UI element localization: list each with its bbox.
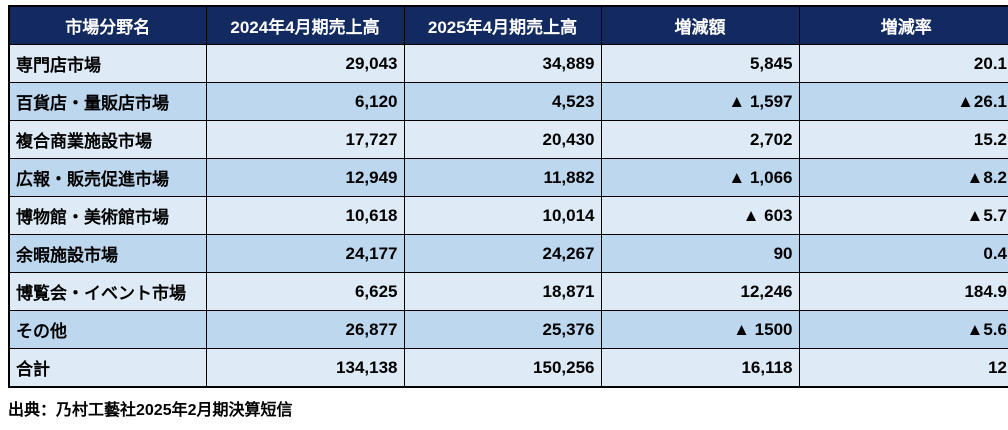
table-row: 複合商業施設市場 17,727 20,430 2,702 15.2	[8, 120, 1008, 159]
cell: 17,727	[205, 120, 405, 159]
cell: 6,120	[205, 82, 405, 121]
table-row: 余暇施設市場 24,177 24,267 90 0.4	[8, 234, 1008, 273]
cell: ▲5.7	[798, 196, 1008, 235]
cell: 2,702	[600, 120, 800, 159]
cell: 184.9	[798, 272, 1008, 311]
cell: 4,523	[403, 82, 602, 121]
column-header-1: 2024年4月期売上高	[205, 5, 405, 45]
market-sales-table: 市場分野名 2024年4月期売上高 2025年4月期売上高 増減額 増減率 専門店市場 2…	[8, 5, 1008, 388]
cell: 18,871	[403, 272, 602, 311]
cell: ▲26.1	[798, 82, 1008, 121]
row-label: 余暇施設市場	[8, 234, 207, 273]
table-row: 百貨店・量販店市場 6,120 4,523 ▲ 1,597 ▲26.1	[8, 82, 1008, 121]
cell: ▲ 1,066	[600, 158, 800, 197]
cell: 10,014	[403, 196, 602, 235]
cell: 6,625	[205, 272, 405, 311]
cell: ▲8.2	[798, 158, 1008, 197]
cell: 5,845	[600, 44, 800, 83]
table-row: その他 26,877 25,376 ▲ 1500 ▲5.6	[8, 310, 1008, 349]
table-row: 合計 134,138 150,256 16,118 12	[8, 348, 1008, 388]
table-row: 広報・販売促進市場 12,949 11,882 ▲ 1,066 ▲8.2	[8, 158, 1008, 197]
cell: 12,949	[205, 158, 405, 197]
cell: 16,118	[600, 348, 800, 388]
table-row: 専門店市場 29,043 34,889 5,845 20.1	[8, 44, 1008, 83]
cell: 20,430	[403, 120, 602, 159]
row-label: その他	[8, 310, 207, 349]
row-label: 博覧会・イベント市場	[8, 272, 207, 311]
cell: 24,177	[205, 234, 405, 273]
column-header-0: 市場分野名	[8, 5, 207, 45]
column-header-2: 2025年4月期売上高	[403, 5, 602, 45]
header-row: 市場分野名 2024年4月期売上高 2025年4月期売上高 増減額 増減率	[8, 5, 1008, 45]
row-label: 専門店市場	[8, 44, 207, 83]
cell: ▲ 603	[600, 196, 800, 235]
cell: 24,267	[403, 234, 602, 273]
cell: ▲ 1500	[600, 310, 800, 349]
row-label: 博物館・美術館市場	[8, 196, 207, 235]
cell: 12,246	[600, 272, 800, 311]
table-row: 博物館・美術館市場 10,618 10,014 ▲ 603 ▲5.7	[8, 196, 1008, 235]
cell: ▲ 1,597	[600, 82, 800, 121]
column-header-3: 増減額	[600, 5, 800, 45]
cell: 10,618	[205, 196, 405, 235]
table-row: 博覧会・イベント市場 6,625 18,871 12,246 184.9	[8, 272, 1008, 311]
column-header-4: 増減率	[798, 5, 1008, 45]
cell: 90	[600, 234, 800, 273]
cell: 20.1	[798, 44, 1008, 83]
cell: ▲5.6	[798, 310, 1008, 349]
table-body: 専門店市場 29,043 34,889 5,845 20.1 百貨店・量販店市場 6,120…	[8, 44, 1008, 388]
cell: 29,043	[205, 44, 405, 83]
row-label: 合計	[8, 348, 207, 388]
cell: 11,882	[403, 158, 602, 197]
cell: 150,256	[403, 348, 602, 388]
row-label: 広報・販売促進市場	[8, 158, 207, 197]
cell: 26,877	[205, 310, 405, 349]
cell: 25,376	[403, 310, 602, 349]
cell: 12	[798, 348, 1008, 388]
row-label: 百貨店・量販店市場	[8, 82, 207, 121]
row-label: 複合商業施設市場	[8, 120, 207, 159]
cell: 0.4	[798, 234, 1008, 273]
source-note: 出典：乃村工藝社2025年2月期決算短信	[8, 402, 293, 419]
cell: 34,889	[403, 44, 602, 83]
cell: 15.2	[798, 120, 1008, 159]
cell: 134,138	[205, 348, 405, 388]
